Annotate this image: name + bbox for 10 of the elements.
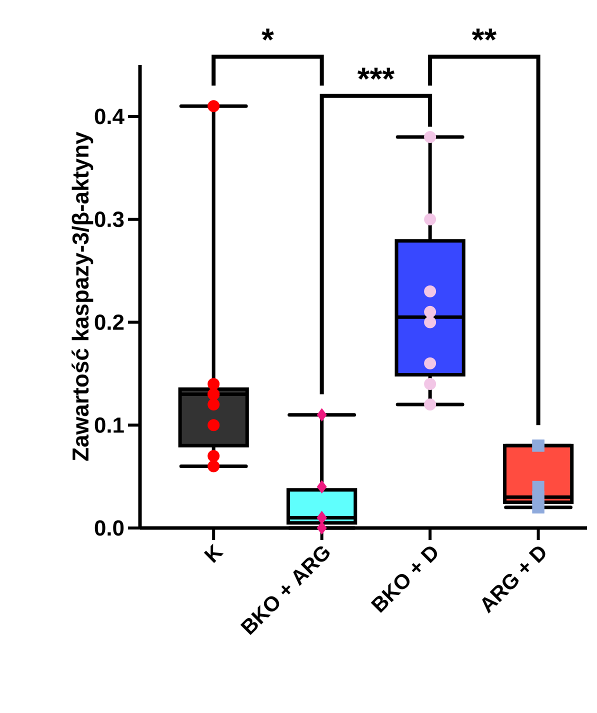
y-tick-label: 0.0 — [94, 520, 124, 536]
y-tick-label: 0.4 — [94, 108, 124, 124]
y-axis-title: Zawartość kaspazy-3/β-aktyny — [72, 132, 94, 461]
text: * — [262, 28, 274, 41]
y-tick-label: 0.3 — [94, 212, 124, 228]
y-tick-label: 0.1 — [94, 417, 124, 433]
annotation: *** — [357, 68, 395, 80]
y-tick-label: 0.2 — [94, 314, 124, 330]
text: ** — [472, 28, 497, 41]
x-tick-label: K — [204, 544, 224, 563]
